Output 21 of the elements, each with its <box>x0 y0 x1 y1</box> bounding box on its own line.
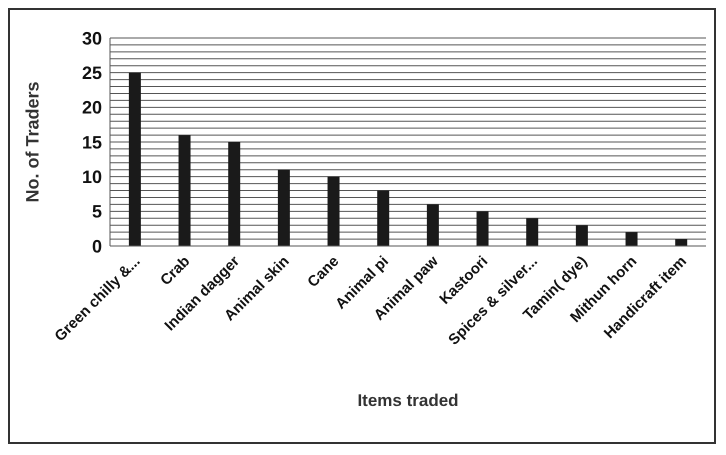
bar <box>328 176 340 246</box>
y-tick-label: 5 <box>92 202 102 222</box>
bar <box>476 211 489 246</box>
bar <box>278 170 290 246</box>
x-axis-title: Items traded <box>357 391 459 410</box>
bar <box>675 239 688 246</box>
bar <box>128 72 141 246</box>
y-axis-title: No. of Traders <box>22 81 42 203</box>
bar <box>576 225 588 246</box>
bar <box>526 218 538 246</box>
y-tick-label: 30 <box>82 28 102 48</box>
y-tick-label: 20 <box>82 98 102 118</box>
bar <box>178 135 191 246</box>
y-tick-label: 0 <box>92 236 102 256</box>
y-tick-label: 10 <box>82 167 102 188</box>
bar <box>626 232 638 246</box>
bar <box>426 204 439 246</box>
y-tick-label: 15 <box>82 132 102 152</box>
bar <box>377 190 390 246</box>
bar <box>228 142 240 246</box>
y-tick-label: 25 <box>82 63 102 84</box>
